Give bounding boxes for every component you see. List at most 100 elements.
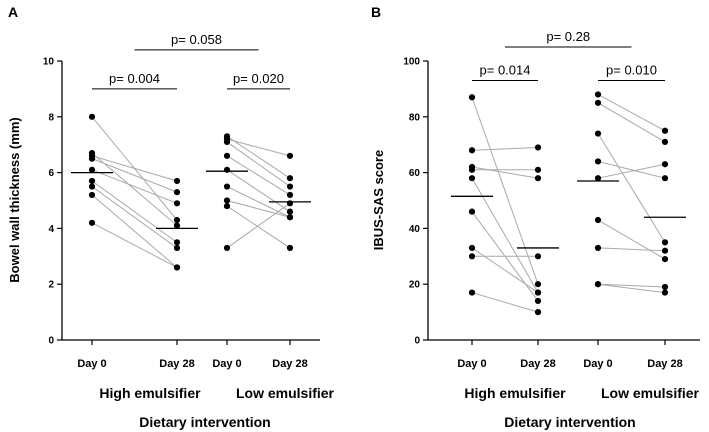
x-tick-label: Day 0: [77, 358, 106, 370]
paired-lines: [471, 94, 666, 313]
data-point: [173, 222, 181, 229]
panel-letter: B: [371, 4, 381, 20]
data-point: [468, 208, 476, 215]
y-axis-label: Bowel wall thickness (mm): [7, 117, 22, 282]
data-point: [223, 244, 231, 252]
paired-lines: [91, 116, 291, 268]
data-points: [88, 113, 294, 271]
x-ticks: Day 0 Day 28 Day 0 Day 28: [77, 340, 308, 370]
data-point: [534, 309, 542, 316]
paired-line: [471, 177, 539, 293]
paired-line: [597, 102, 666, 143]
data-point: [534, 281, 542, 288]
data-point: [88, 219, 96, 226]
data-point: [534, 253, 542, 260]
data-point: [534, 297, 542, 305]
p-value-label: p= 0.28: [546, 29, 590, 44]
data-point: [661, 283, 669, 291]
significance-annotations: p= 0.004 p= 0.020 p= 0.058: [92, 32, 290, 90]
x-tick-label: Day 28: [647, 358, 682, 370]
data-point: [468, 166, 476, 173]
paired-line: [597, 247, 666, 252]
paired-line: [597, 283, 666, 294]
data-point: [661, 127, 669, 134]
data-point: [173, 216, 181, 224]
data-point: [286, 175, 294, 182]
paired-line: [226, 138, 291, 157]
data-point: [534, 175, 542, 182]
data-point: [286, 191, 294, 199]
data-point: [594, 281, 602, 288]
paired-line: [597, 283, 666, 288]
x-tick-label: Day 0: [457, 358, 486, 370]
data-point: [223, 152, 231, 159]
y-tick-label: 20: [409, 280, 421, 291]
x-axis-label: Dietary intervention: [139, 414, 270, 430]
data-point: [468, 253, 476, 260]
data-point: [594, 99, 602, 106]
data-point: [88, 183, 96, 190]
paired-line: [226, 155, 291, 196]
data-point: [594, 216, 602, 224]
y-tick-label: 80: [409, 112, 421, 123]
data-point: [468, 147, 476, 154]
data-point: [534, 289, 542, 296]
data-point: [534, 166, 542, 173]
paired-line: [597, 94, 666, 132]
paired-line: [226, 186, 291, 218]
x-tick-label: Day 28: [159, 358, 194, 370]
paired-line: [471, 97, 539, 285]
y-tick-label: 10: [43, 57, 55, 68]
data-point: [594, 158, 602, 165]
data-point: [534, 144, 542, 151]
data-point: [286, 214, 294, 221]
data-point: [661, 255, 669, 263]
y-tick-label: 100: [403, 57, 420, 68]
p-value-label: p= 0.014: [480, 63, 531, 78]
data-point: [223, 202, 231, 210]
data-point: [594, 130, 602, 137]
data-point: [661, 138, 669, 146]
y-tick-label: 0: [414, 336, 420, 347]
group-label-high: High emulsifier: [464, 385, 566, 401]
y-tick-label: 0: [48, 336, 54, 347]
paired-line: [226, 205, 291, 249]
paired-line: [91, 158, 178, 193]
paired-line: [471, 292, 539, 313]
data-point: [88, 113, 96, 120]
x-ticks: Day 0 Day 28 Day 0 Day 28: [457, 340, 683, 370]
data-point: [173, 244, 181, 252]
paired-line: [226, 135, 291, 179]
data-point: [223, 197, 231, 204]
data-point: [594, 91, 602, 98]
y-tick-label: 40: [409, 224, 421, 235]
paired-line: [471, 247, 539, 293]
paired-line: [597, 219, 666, 260]
paired-line: [91, 155, 178, 182]
group-label-low: Low emulsifier: [236, 385, 335, 401]
data-point: [88, 177, 96, 185]
data-point: [468, 94, 476, 101]
data-point: [173, 189, 181, 196]
x-tick-label: Day 0: [583, 358, 612, 370]
data-point: [661, 239, 669, 246]
data-point: [173, 200, 181, 207]
data-point: [223, 183, 231, 190]
y-ticks: 0 2 4 6 8 10: [43, 57, 62, 347]
y-tick-label: 6: [48, 168, 54, 179]
data-point: [173, 264, 181, 271]
data-point: [173, 177, 181, 185]
paired-line: [471, 146, 539, 151]
data-point: [468, 175, 476, 182]
paired-line: [226, 169, 291, 213]
p-value-label: p= 0.004: [109, 71, 160, 86]
paired-line: [597, 160, 666, 179]
data-point: [661, 289, 669, 296]
paired-line: [226, 200, 291, 218]
x-tick-label: Day 28: [272, 358, 307, 370]
y-tick-label: 2: [48, 280, 54, 291]
data-point: [223, 138, 231, 146]
median-bars: [71, 170, 311, 230]
data-points: [468, 91, 669, 316]
paired-line: [471, 166, 539, 179]
